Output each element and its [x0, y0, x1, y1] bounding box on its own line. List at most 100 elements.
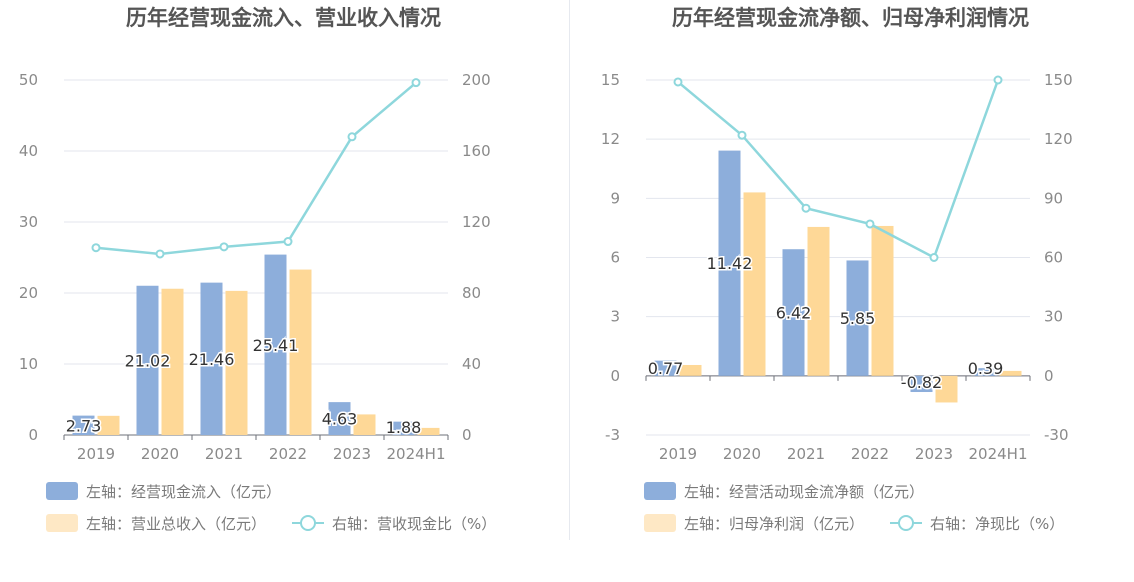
left-chart-plot: 0 10 20 30 40 50 0 40 80 120 160 200 2019 2020 2021 202…	[19, 71, 491, 463]
line-point	[865, 219, 875, 229]
line-point	[91, 243, 101, 253]
bar-blue	[782, 249, 805, 376]
bar-blue	[654, 360, 677, 376]
line-point	[929, 253, 939, 262]
line-point	[219, 242, 229, 252]
line-point	[993, 75, 1003, 85]
y-left-tick-label: 50	[19, 71, 38, 89]
bar-blue	[328, 402, 351, 435]
legend-swatch-blue	[644, 482, 676, 500]
bar-blue	[718, 150, 741, 376]
line-point	[155, 249, 165, 259]
y-left-tick-label: 3	[610, 308, 620, 326]
y-right-tick-label: 90	[1044, 189, 1063, 207]
y-right-tick-label: 150	[1044, 71, 1073, 89]
line-point	[347, 132, 357, 142]
left-chart-title: 历年经营现金流入、营业收入情况	[126, 6, 441, 30]
legend-item-net-cash-ratio[interactable]: 右轴：净现比（%）	[890, 513, 1064, 533]
bar-orange	[417, 427, 440, 435]
legend-swatch-orange	[644, 514, 676, 532]
bar-data-label: 0.39	[968, 359, 1004, 378]
bar-orange	[743, 192, 766, 376]
bar-data-label: 21.46	[189, 350, 235, 369]
bar-data-label: 4.63	[322, 410, 358, 429]
bar-data-label: 11.42	[707, 254, 753, 273]
legend-label: 右轴：营收现金比（%）	[332, 514, 497, 533]
left-chart-panel: 历年经营现金流入、营业收入情况 0 10 20 30 40 50 0 40 80 120 160 20…	[19, 6, 496, 533]
bar-data-label: 2.73	[66, 416, 102, 435]
bar-blue	[72, 415, 95, 435]
legend-item-cash-inflow[interactable]: 左轴：经营现金流入（亿元）	[46, 481, 281, 501]
x-category-label: 2024H1	[387, 445, 446, 463]
y-right-tick-label: 80	[462, 284, 481, 302]
bar-data-label: 1.88	[386, 418, 422, 437]
bar-data-label: 25.41	[253, 336, 299, 355]
line-point	[673, 77, 683, 87]
y-right-tick-label: 0	[1044, 367, 1054, 385]
x-category-label: 2020	[141, 445, 179, 463]
legend-line-icon	[890, 514, 922, 532]
y-left-tick-label: 40	[19, 142, 38, 160]
bar-data-label: 21.02	[125, 351, 171, 370]
line-series	[95, 81, 417, 256]
y-left-tick-label: 30	[19, 213, 38, 231]
legend-item-ratio[interactable]: 右轴：营收现金比（%）	[292, 513, 496, 533]
legend-label: 左轴：经营活动现金流净额（亿元）	[684, 482, 925, 501]
x-category-label: 2021	[205, 445, 243, 463]
line-point	[737, 130, 747, 140]
bar-blue	[136, 285, 159, 435]
legend-label: 左轴：营业总收入（亿元）	[86, 514, 267, 533]
legend-swatch-blue	[46, 482, 78, 500]
y-left-tick-label: 9	[610, 189, 620, 207]
y-right-tick-label: 30	[1044, 308, 1063, 326]
y-right-tick-label: 0	[462, 426, 472, 444]
right-chart-panel: 历年经营现金流净额、归母净利润情况 -3 0 3 6 9 12 15 -30 0 30 60 90 12…	[567, 0, 1134, 582]
bar-orange	[679, 364, 702, 376]
bar-blue	[392, 421, 415, 435]
bar-data-label: -0.82	[901, 373, 942, 392]
legend-label: 左轴：归母净利润（亿元）	[684, 514, 865, 533]
line-series	[677, 79, 1000, 260]
x-category-label: 2020	[723, 445, 761, 463]
bar-blue	[910, 375, 933, 393]
y-right-tick-label: 40	[462, 355, 481, 373]
bar-blue	[200, 282, 223, 435]
x-category-label: 2024H1	[969, 445, 1028, 463]
legend-item-net-cash-flow[interactable]: 左轴：经营活动现金流净额（亿元）	[644, 481, 924, 501]
y-right-tick-label: 120	[1044, 130, 1073, 148]
bar-orange	[807, 226, 830, 376]
legend-swatch-orange	[46, 514, 78, 532]
legend-label: 右轴：净现比（%）	[930, 514, 1065, 533]
line-point	[411, 78, 421, 88]
bar-orange	[999, 370, 1022, 376]
bar-orange	[225, 290, 248, 435]
y-left-tick-label: 0	[28, 426, 38, 444]
x-category-label: 2023	[333, 445, 371, 463]
right-chart-title: 历年经营现金流净额、归母净利润情况	[672, 6, 1029, 30]
y-right-tick-label: 60	[1044, 249, 1063, 267]
legend-item-net-profit[interactable]: 左轴：归母净利润（亿元）	[644, 513, 864, 533]
y-right-tick-label: 200	[462, 71, 491, 89]
bar-orange	[935, 375, 958, 403]
y-left-tick-label: -3	[605, 426, 620, 444]
bar-orange	[97, 415, 120, 435]
bar-blue	[264, 254, 287, 435]
legend-line-icon	[292, 514, 324, 532]
y-left-tick-label: 15	[601, 71, 620, 89]
x-category-label: 2019	[77, 445, 115, 463]
y-left-tick-label: 10	[19, 355, 38, 373]
bar-data-label: 0.77	[648, 359, 684, 378]
legend-item-revenue[interactable]: 左轴：营业总收入（亿元）	[46, 513, 266, 533]
x-category-label: 2022	[851, 445, 889, 463]
bar-data-label: 5.85	[840, 309, 876, 328]
x-category-label: 2019	[659, 445, 697, 463]
line-point	[283, 237, 293, 247]
bar-data-label: 6.42	[776, 304, 812, 323]
y-left-tick-label: 20	[19, 284, 38, 302]
panel-divider	[569, 0, 570, 540]
y-right-tick-label: 120	[462, 213, 491, 231]
bar-orange	[353, 414, 376, 435]
y-left-tick-label: 12	[601, 130, 620, 148]
bar-blue	[846, 260, 869, 376]
